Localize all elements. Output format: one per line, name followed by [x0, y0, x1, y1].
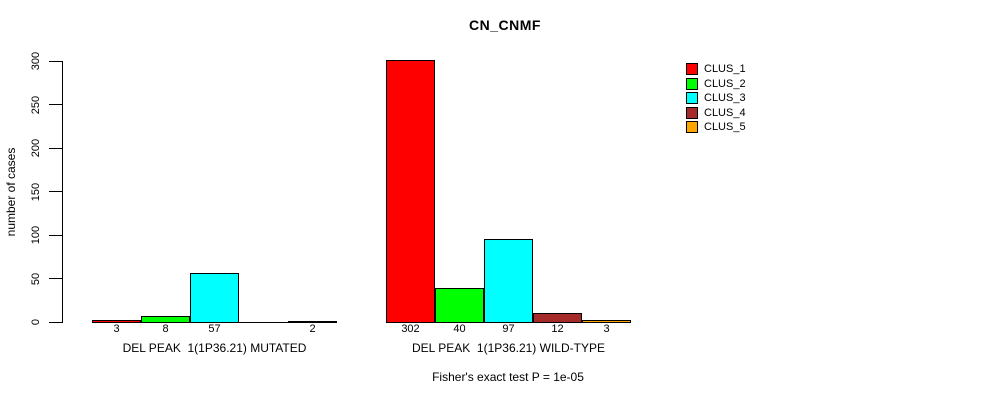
legend-swatch — [686, 63, 698, 75]
y-axis-tick-label: 50 — [30, 272, 42, 285]
y-axis-tick — [49, 191, 62, 192]
y-axis-tick — [49, 104, 62, 105]
bar-clus_3-group2 — [484, 239, 533, 323]
y-axis-tick-label: 0 — [30, 318, 42, 326]
legend-swatch — [686, 92, 698, 104]
bar-value-label: 12 — [551, 323, 564, 335]
fisher-test-annotation: Fisher's exact test P = 1e-05 — [432, 370, 584, 384]
bar-clus_1-group2 — [386, 60, 435, 323]
y-axis-tick — [49, 278, 62, 279]
bar-clus_5-group1 — [288, 321, 337, 323]
bar-clus_4-group2 — [533, 313, 582, 323]
bar-value-label: 302 — [401, 323, 420, 335]
bar-value-label: 8 — [162, 323, 169, 335]
legend-swatch — [686, 107, 698, 119]
bar-clus_3-group1 — [190, 273, 239, 323]
group-label: DEL PEAK 1(1P36.21) WILD-TYPE — [412, 341, 605, 355]
bar-clus_2-group2 — [435, 288, 484, 323]
chart-title: CN_CNMF — [469, 17, 541, 33]
y-axis-tick — [49, 321, 62, 323]
y-axis-tick — [49, 60, 62, 62]
bar-value-label: 3 — [603, 323, 610, 335]
bar-clus_5-group2 — [582, 320, 631, 323]
y-axis-tick-label: 250 — [30, 95, 42, 114]
bar-value-label: 57 — [208, 323, 221, 335]
y-axis-line — [62, 61, 63, 323]
y-axis-tick — [49, 234, 62, 236]
legend-label: CLUS_1 — [704, 63, 746, 75]
y-axis-tick-label: 150 — [30, 182, 42, 201]
bar-value-label: 2 — [309, 323, 316, 335]
bar-clus_1-group1 — [92, 320, 141, 323]
y-axis-tick-label: 100 — [30, 225, 42, 245]
bar-clus_2-group1 — [141, 316, 190, 323]
group-label: DEL PEAK 1(1P36.21) MUTATED — [122, 341, 307, 355]
y-axis-tick-label: 200 — [30, 138, 42, 158]
bar-value-label: 40 — [453, 323, 466, 335]
y-axis-tick — [49, 147, 62, 149]
bar-value-label: 97 — [502, 323, 515, 335]
y-axis-title: number of cases — [4, 147, 18, 237]
legend-swatch — [686, 78, 698, 90]
bar-value-label: 3 — [113, 323, 120, 335]
legend-label: CLUS_4 — [704, 107, 746, 119]
legend-swatch — [686, 121, 698, 133]
legend-label: CLUS_2 — [704, 78, 746, 90]
y-axis-tick-label: 300 — [30, 51, 42, 71]
legend-label: CLUS_3 — [704, 92, 746, 104]
legend-label: CLUS_5 — [704, 121, 746, 133]
